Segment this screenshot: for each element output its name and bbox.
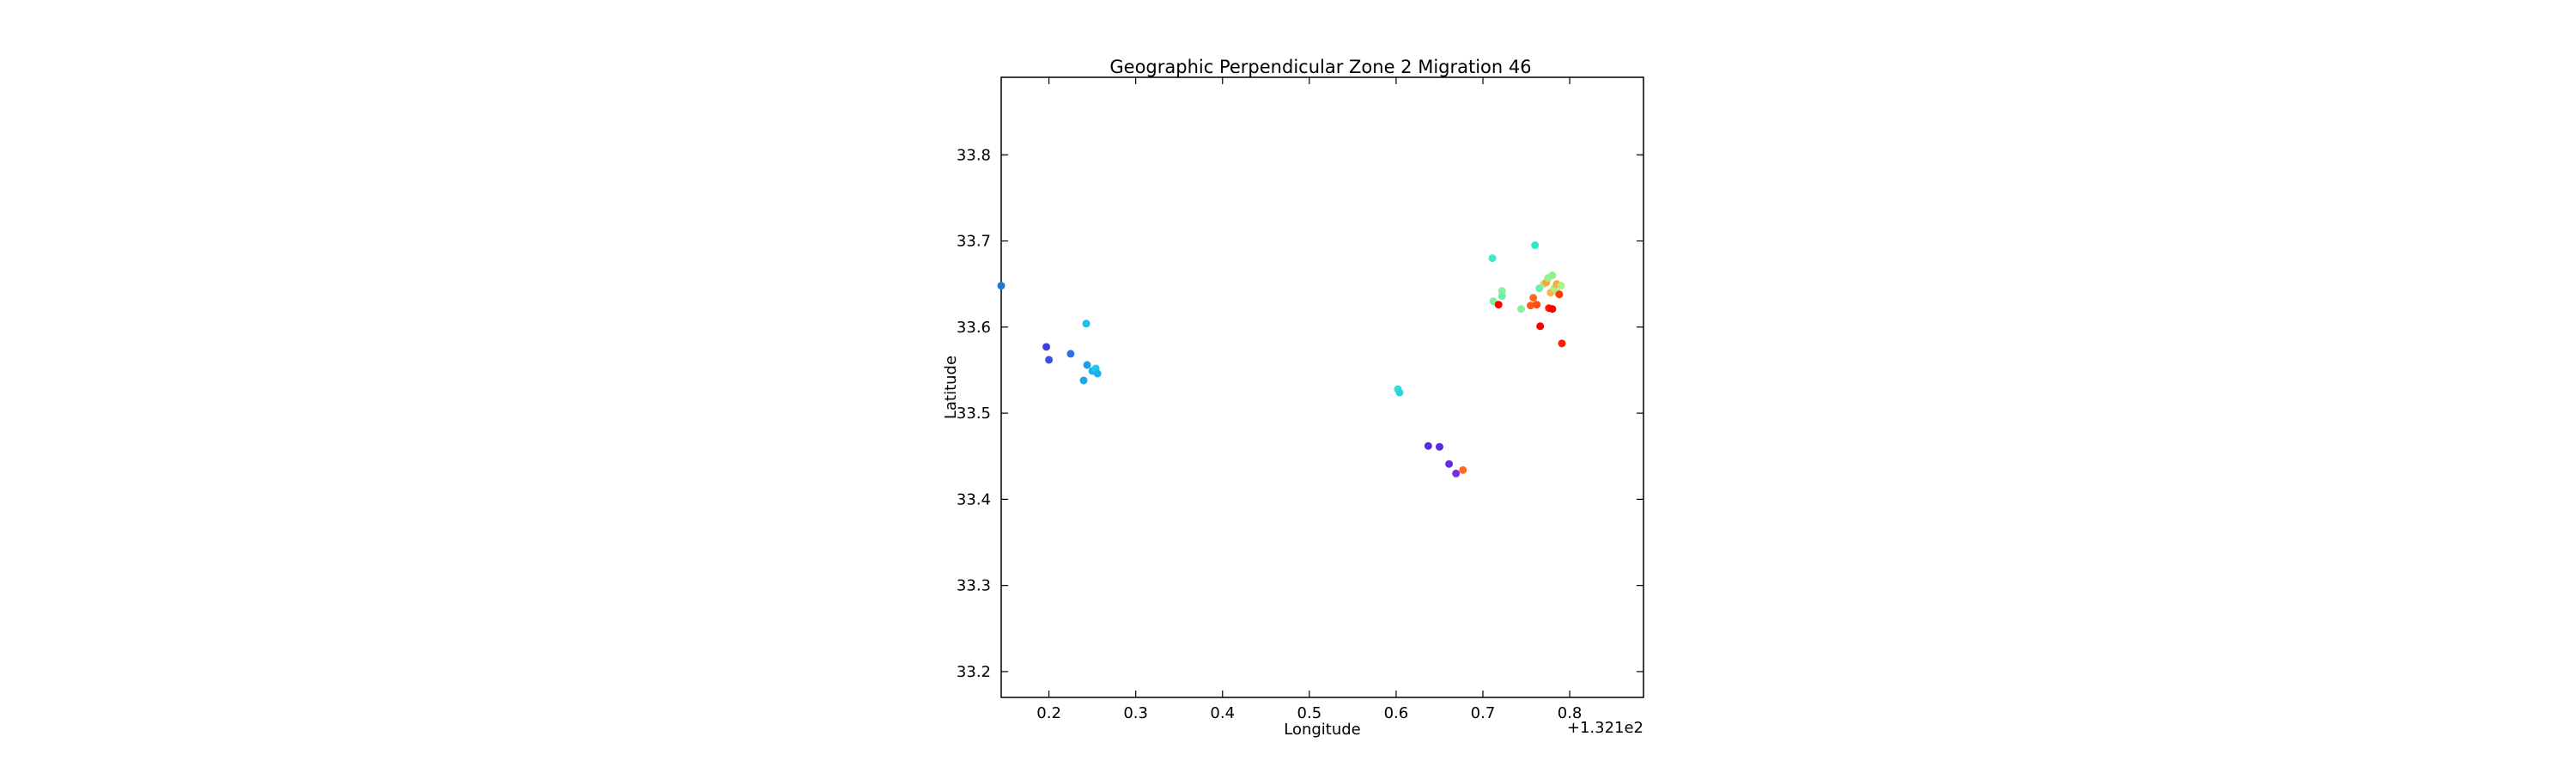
y-tick-label: 33.6 [957,319,991,337]
data-point [1555,290,1564,299]
data-point [1488,254,1497,263]
x-tick-label: 0.6 [1384,704,1409,722]
data-point [1066,350,1075,358]
x-tick-label: 0.7 [1471,704,1496,722]
x-tick-label: 0.8 [1558,704,1583,722]
data-point [1529,294,1538,302]
axis-ticks [1001,77,1643,697]
data-point [1531,241,1540,250]
data-points [997,241,1566,478]
data-point [1498,292,1506,301]
data-point [1083,361,1091,369]
data-point [1045,356,1054,364]
y-tick-label: 33.5 [957,405,991,423]
y-tick-label: 33.7 [957,233,991,251]
data-point [1548,305,1557,313]
data-point [1527,301,1535,310]
data-point [1536,322,1545,331]
data-point [1079,376,1088,385]
data-point [1445,460,1454,468]
data-point [1558,339,1566,348]
data-point [1452,469,1461,478]
y-tick-label: 33.8 [957,146,991,164]
x-tick-label: 0.3 [1123,704,1148,722]
data-point [1082,320,1091,328]
plot-area [1000,76,1644,698]
data-point [1557,282,1565,290]
x-tick-label: 0.5 [1297,704,1322,722]
y-tick-label: 33.3 [957,577,991,595]
x-axis-offset-label: +1.321e2 [1567,719,1643,737]
data-point [1494,301,1503,309]
y-tick-label: 33.2 [957,663,991,681]
axis-tick-labels: 0.2 0.3 0.4 0.5 0.6 0.7 0.8 33.2 33.3 33.4 33.5 33.… [957,146,1582,722]
data-point [1042,343,1051,351]
y-tick-label: 33.4 [957,490,991,508]
data-point [1516,305,1525,313]
data-point [1533,301,1541,309]
data-point [1424,441,1432,450]
data-point [1459,466,1467,474]
x-axis-label: Longitude [1284,721,1361,739]
data-point [1093,369,1102,378]
data-point [1548,271,1557,280]
chart-title: Geographic Perpendicular Zone 2 Migratio… [1109,57,1531,77]
data-point [1395,388,1404,397]
y-axis-label: Latitude [942,356,960,419]
data-point [997,282,1005,290]
x-tick-label: 0.4 [1210,704,1235,722]
data-point [1435,442,1443,451]
x-tick-label: 0.2 [1036,704,1061,722]
